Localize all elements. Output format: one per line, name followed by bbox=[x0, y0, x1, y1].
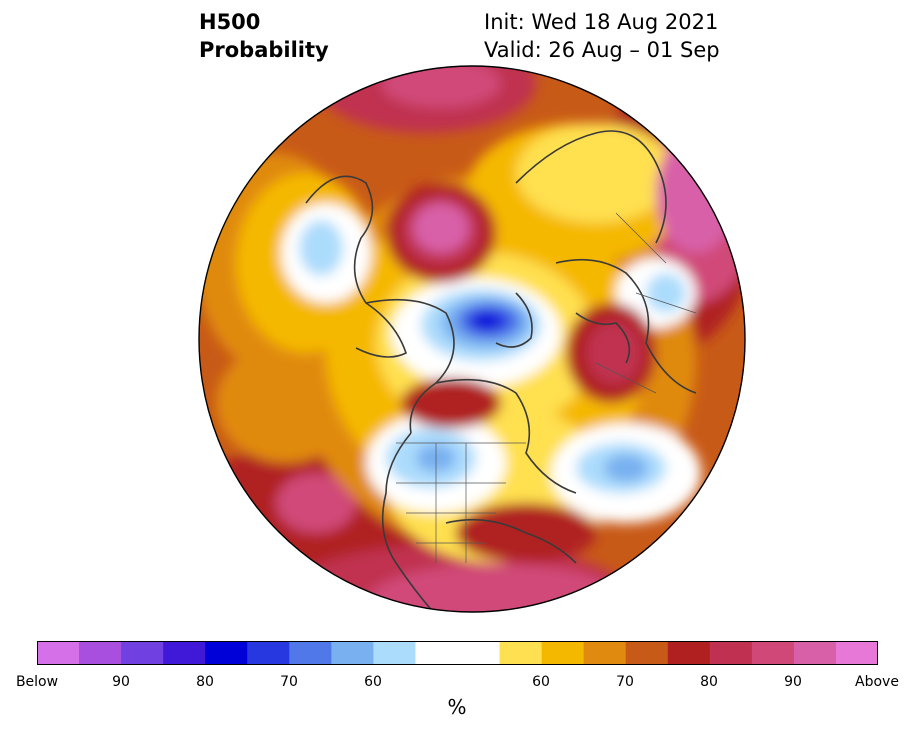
colorbar-tick-80-above: 80 bbox=[700, 674, 718, 690]
colorbar-swatch bbox=[457, 641, 501, 665]
title-variable: H500 bbox=[199, 10, 261, 34]
colorbar-swatch bbox=[625, 641, 669, 665]
colorbar-swatch bbox=[247, 641, 290, 665]
colorbar-tick-above: Above bbox=[855, 674, 899, 690]
colorbar-swatch bbox=[331, 641, 374, 665]
colorbar-tick-90-above: 90 bbox=[784, 674, 802, 690]
globe-boundary bbox=[198, 65, 746, 613]
colorbar-swatch bbox=[121, 641, 164, 665]
colorbar-swatch bbox=[373, 641, 416, 665]
valid-range: Valid: 26 Aug – 01 Sep bbox=[484, 38, 720, 62]
colorbar bbox=[37, 641, 878, 665]
colorbar-swatch bbox=[499, 641, 543, 665]
map-title: H500 Probability bbox=[199, 8, 329, 64]
colorbar-swatch bbox=[835, 641, 878, 665]
colorbar-swatch bbox=[79, 641, 122, 665]
colorbar-tick-80-below: 80 bbox=[196, 674, 214, 690]
colorbar-outline bbox=[37, 641, 878, 665]
colorbar-swatch bbox=[205, 641, 248, 665]
borders bbox=[396, 212, 697, 563]
colorbar-tick-90-below: 90 bbox=[112, 674, 130, 690]
colorbar-unit: % bbox=[447, 695, 467, 719]
title-type: Probability bbox=[199, 38, 329, 62]
polar-map bbox=[196, 63, 748, 615]
colorbar-swatch bbox=[793, 641, 837, 665]
colorbar-tick-below: Below bbox=[15, 674, 59, 690]
colorbar-swatch bbox=[37, 641, 80, 665]
colorbar-tick-70-above: 70 bbox=[616, 674, 634, 690]
colorbar-swatch bbox=[709, 641, 753, 665]
colorbar-swatch bbox=[289, 641, 332, 665]
colorbar-swatch bbox=[415, 641, 458, 665]
colorbar-swatch bbox=[667, 641, 711, 665]
colorbar-tick-60-below: 60 bbox=[364, 674, 382, 690]
colorbar-swatch bbox=[541, 641, 585, 665]
colorbar-swatch bbox=[583, 641, 627, 665]
colorbar-swatch bbox=[751, 641, 795, 665]
init-date: Init: Wed 18 Aug 2021 bbox=[484, 10, 719, 34]
probability-map-svg bbox=[198, 65, 746, 613]
map-dates: Init: Wed 18 Aug 2021 Valid: 26 Aug – 01… bbox=[484, 8, 720, 64]
colorbar-tick-60-above: 60 bbox=[532, 674, 550, 690]
coastlines bbox=[305, 130, 697, 612]
colorbar-tick-70-below: 70 bbox=[280, 674, 298, 690]
colorbar-swatch bbox=[163, 641, 206, 665]
